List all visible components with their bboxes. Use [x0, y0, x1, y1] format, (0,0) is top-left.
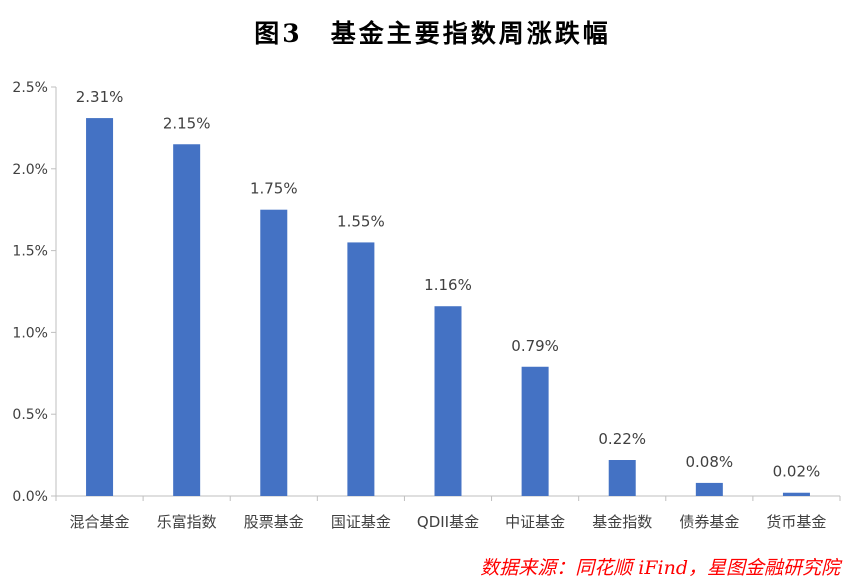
bar — [521, 366, 549, 496]
y-tick-label: 1.0% — [12, 325, 48, 341]
data-label: 2.15% — [163, 114, 211, 132]
y-tick-label: 2.5% — [12, 80, 48, 96]
y-tick-label: 2.0% — [12, 162, 48, 178]
x-tick-label: QDII基金 — [417, 513, 479, 531]
y-tick-label: 1.5% — [12, 244, 48, 260]
bar — [782, 492, 810, 496]
x-tick-label: 基金指数 — [592, 513, 652, 531]
bar — [347, 242, 375, 496]
y-tick-label: 0.5% — [12, 407, 48, 423]
bar — [86, 118, 114, 497]
x-tick-label: 混合基金 — [70, 513, 130, 531]
bar — [260, 209, 288, 496]
chart-title: 图3 基金主要指数周涨跌幅 — [254, 19, 611, 48]
bar — [173, 144, 201, 496]
x-tick-label: 国证基金 — [331, 513, 391, 531]
bar — [695, 482, 723, 496]
data-label: 1.75% — [250, 180, 298, 198]
x-tick-label: 中证基金 — [505, 513, 565, 531]
data-label: 1.55% — [337, 212, 385, 230]
bar — [434, 306, 462, 496]
y-tick-label: 0.0% — [12, 489, 48, 505]
x-tick-label: 债券基金 — [679, 513, 739, 531]
data-label: 1.16% — [424, 276, 472, 294]
data-label: 0.02% — [773, 463, 821, 481]
x-tick-label: 货币基金 — [766, 513, 826, 531]
data-label: 0.22% — [598, 430, 646, 448]
source-note: 数据来源：同花顺 iFind，星图金融研究院 — [480, 557, 840, 579]
data-label: 0.79% — [511, 337, 559, 355]
data-label: 2.31% — [76, 88, 124, 106]
x-tick-label: 乐富指数 — [157, 513, 217, 531]
x-tick-label: 股票基金 — [244, 513, 304, 531]
bar — [608, 460, 636, 496]
data-label: 0.08% — [686, 453, 734, 471]
